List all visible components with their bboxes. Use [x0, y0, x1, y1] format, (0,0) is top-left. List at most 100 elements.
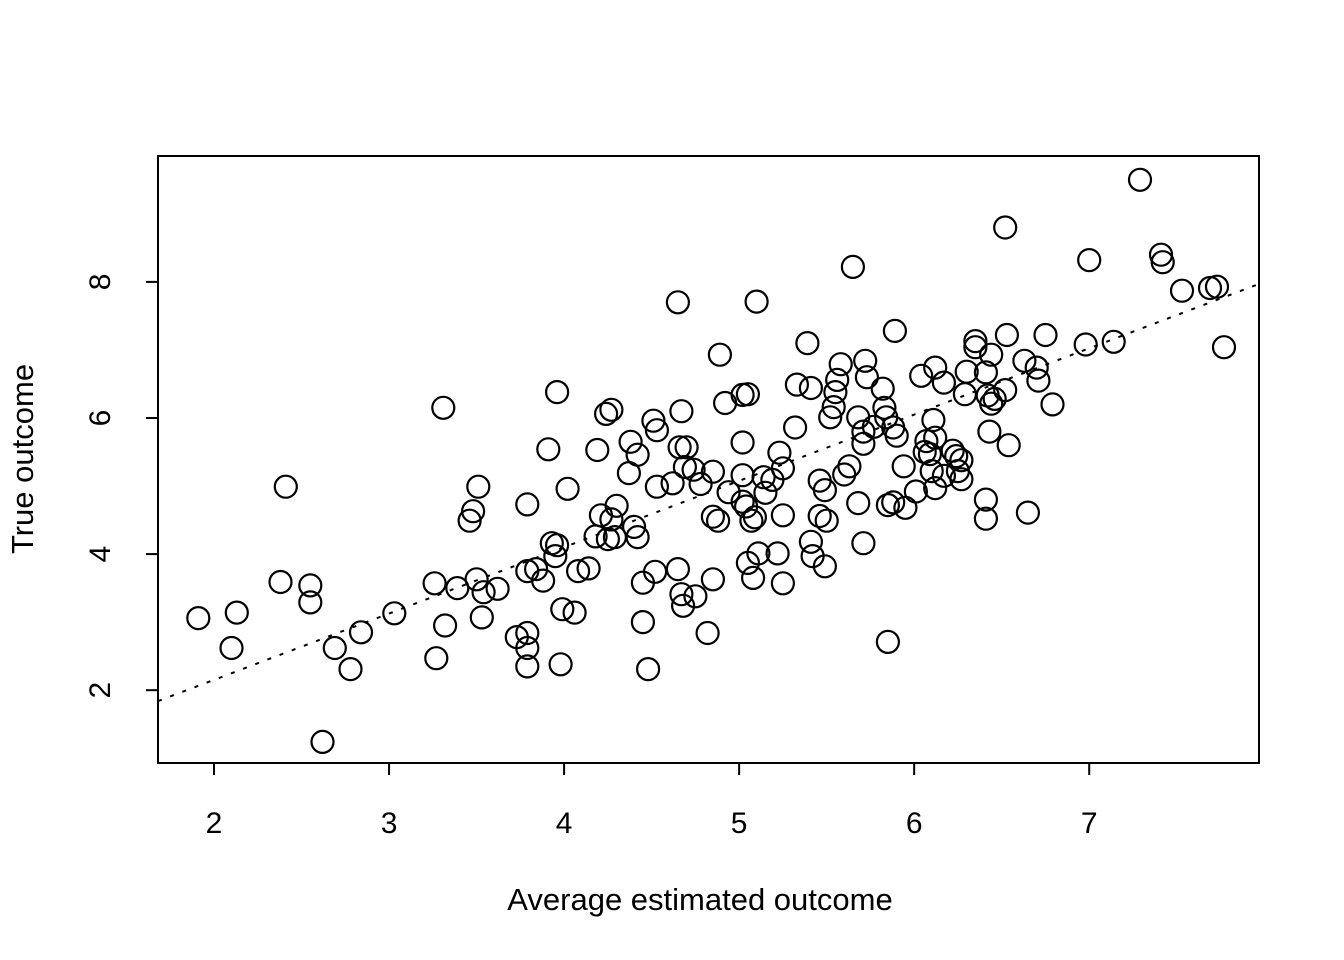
data-point [1211, 335, 1237, 360]
y-tick-label: 4 [84, 546, 117, 563]
data-point [618, 429, 643, 454]
data-point [919, 459, 944, 484]
data-point [744, 289, 769, 314]
data-point [979, 342, 1004, 367]
data-point [1012, 348, 1037, 373]
data-point [310, 729, 335, 755]
data-point [730, 463, 755, 488]
x-tick-label: 3 [381, 807, 398, 840]
x-axis-title: Average estimated outcome [507, 882, 892, 917]
data-point [1024, 355, 1049, 380]
x-tick-label: 2 [206, 807, 223, 840]
data-point [562, 600, 587, 625]
plot-box [157, 155, 1260, 764]
data-point [576, 556, 601, 581]
data-point [837, 454, 862, 479]
data-point [812, 478, 838, 503]
data-point [870, 376, 895, 401]
data-point [471, 580, 496, 605]
data-point [735, 382, 761, 407]
data-point [461, 499, 486, 524]
data-point [530, 568, 556, 593]
data-point [705, 508, 731, 533]
data-point [854, 365, 880, 390]
data-point [543, 543, 568, 569]
data-point [1026, 368, 1051, 393]
data-point [909, 363, 934, 388]
data-points [186, 167, 1237, 755]
data-point [812, 554, 838, 579]
data-point [814, 508, 839, 533]
data-point [515, 654, 540, 679]
data-point [688, 471, 713, 497]
data-point [882, 318, 908, 343]
data-point [548, 652, 573, 677]
data-point [683, 584, 708, 609]
data-point [1101, 329, 1126, 354]
data-point [846, 405, 871, 430]
data-point [665, 556, 691, 582]
data-point [700, 459, 726, 484]
data-point [770, 571, 796, 596]
data-point [944, 444, 969, 469]
data-point [921, 407, 946, 433]
data-point [753, 480, 778, 505]
data-point [818, 405, 843, 430]
data-point [853, 348, 878, 373]
data-point [635, 656, 661, 682]
data-point [382, 601, 407, 626]
y-tick-label: 2 [84, 682, 117, 699]
data-point [828, 352, 853, 377]
data-point [515, 492, 540, 517]
data-point [515, 620, 540, 646]
x-tick-label: 7 [1081, 807, 1098, 840]
data-point [973, 360, 999, 385]
data-point [338, 656, 363, 682]
data-point [851, 431, 876, 456]
data-point [186, 605, 211, 631]
data-point [963, 329, 988, 354]
data-point [770, 503, 796, 528]
data-point [707, 342, 733, 367]
data-point [485, 576, 510, 601]
data-point [993, 215, 1018, 240]
data-point [681, 457, 706, 482]
data-point [544, 533, 570, 558]
data-point [881, 490, 906, 515]
data-point [1169, 278, 1195, 303]
data-point [712, 390, 738, 416]
data-point [832, 462, 857, 487]
data-point [298, 590, 323, 615]
data-point [765, 541, 790, 566]
data-point [996, 433, 1021, 458]
data-point [641, 408, 666, 433]
data-point [555, 476, 580, 501]
data-point [954, 359, 979, 384]
data-point [821, 395, 846, 420]
data-point [644, 418, 670, 443]
data-point [1150, 250, 1175, 275]
data-point [973, 487, 999, 512]
data-point [740, 565, 766, 591]
data-point [730, 430, 755, 455]
data-point [851, 419, 876, 444]
data-point [767, 440, 792, 465]
data-point [630, 609, 656, 635]
data-point [872, 395, 897, 420]
x-tick-label: 5 [731, 807, 748, 840]
data-point [798, 375, 824, 401]
data-point [973, 506, 999, 531]
data-point [923, 425, 948, 450]
data-point [660, 471, 685, 496]
data-point [875, 629, 901, 655]
data-point [784, 372, 810, 397]
data-point [669, 582, 694, 607]
data-point [433, 613, 458, 638]
data-point [931, 370, 957, 395]
data-point [457, 508, 482, 533]
data-point [700, 504, 726, 529]
x-axis: 2 3 4 5 6 7 [206, 763, 1098, 840]
data-point [466, 474, 491, 499]
data-point [523, 556, 549, 582]
